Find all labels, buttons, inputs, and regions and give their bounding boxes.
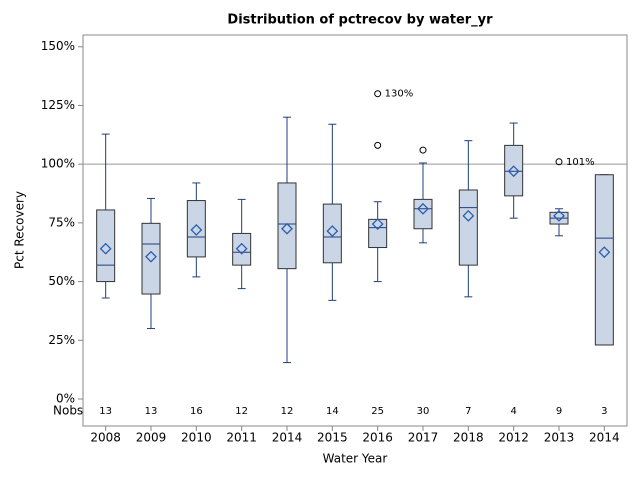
outlier (374, 90, 382, 98)
nobs-value: 30 (417, 406, 430, 417)
box (186, 200, 206, 258)
outlier-label: 130% (385, 89, 414, 100)
mean-marker (598, 246, 611, 259)
box (232, 232, 252, 266)
y-tick-label: 0% (56, 391, 75, 405)
mean-marker (281, 222, 293, 235)
x-tick-label: 2012 (498, 431, 529, 445)
nobs-label: Nobs (53, 404, 83, 418)
outlier-label: 101% (566, 157, 595, 168)
x-tick-label: 2010 (181, 431, 212, 445)
chart-title: Distribution of pctrecov by water_yr (227, 13, 493, 28)
box (368, 218, 388, 249)
box (96, 209, 116, 283)
nobs-value: 12 (235, 406, 248, 417)
nobs-value: 9 (556, 406, 562, 417)
mean-marker (371, 218, 384, 230)
mean-marker (235, 242, 248, 255)
nobs-value: 12 (281, 406, 294, 417)
mean-marker (326, 225, 339, 238)
y-tick-label: 75% (48, 215, 75, 229)
mean-marker (417, 202, 429, 215)
nobs-value: 13 (145, 406, 158, 417)
y-axis-label: Pct Recovery (13, 191, 27, 269)
mean-marker (553, 209, 565, 222)
x-tick-label: 2009 (136, 431, 167, 445)
nobs-value: 4 (510, 406, 516, 417)
box (322, 203, 342, 264)
x-tick-label: 2008 (90, 431, 121, 445)
mean-marker (507, 165, 520, 178)
nobs-value: 16 (190, 406, 203, 417)
nobs-value: 3 (601, 406, 607, 417)
x-tick-label: 2015 (317, 431, 348, 445)
x-tick-label: 2014 (272, 431, 303, 445)
x-tick-label: 2014 (589, 431, 620, 445)
mean-marker (190, 223, 203, 236)
mean-marker (145, 250, 157, 263)
box (504, 144, 524, 197)
outlier (419, 146, 427, 154)
x-axis-label: Water Year (323, 452, 388, 466)
nobs-value: 25 (371, 406, 384, 417)
x-tick-label: 2016 (362, 431, 393, 445)
y-tick-label: 125% (41, 98, 75, 112)
box (458, 189, 478, 266)
mean-marker (462, 209, 475, 222)
y-tick-label: 25% (48, 333, 75, 347)
y-tick-label: 100% (41, 157, 75, 171)
mean-marker (99, 242, 112, 255)
x-tick-label: 2011 (226, 431, 257, 445)
nobs-value: 13 (99, 406, 112, 417)
box (141, 222, 161, 295)
box (277, 182, 297, 270)
y-tick-label: 150% (41, 39, 75, 53)
box (594, 174, 614, 346)
outlier (374, 141, 382, 149)
x-tick-label: 2017 (408, 431, 439, 445)
y-tick-label: 50% (48, 274, 75, 288)
outlier (555, 158, 563, 166)
plot-frame (82, 34, 628, 427)
nobs-value: 14 (326, 406, 339, 417)
nobs-value: 7 (465, 406, 471, 417)
x-tick-label: 2013 (544, 431, 575, 445)
x-tick-label: 2018 (453, 431, 484, 445)
